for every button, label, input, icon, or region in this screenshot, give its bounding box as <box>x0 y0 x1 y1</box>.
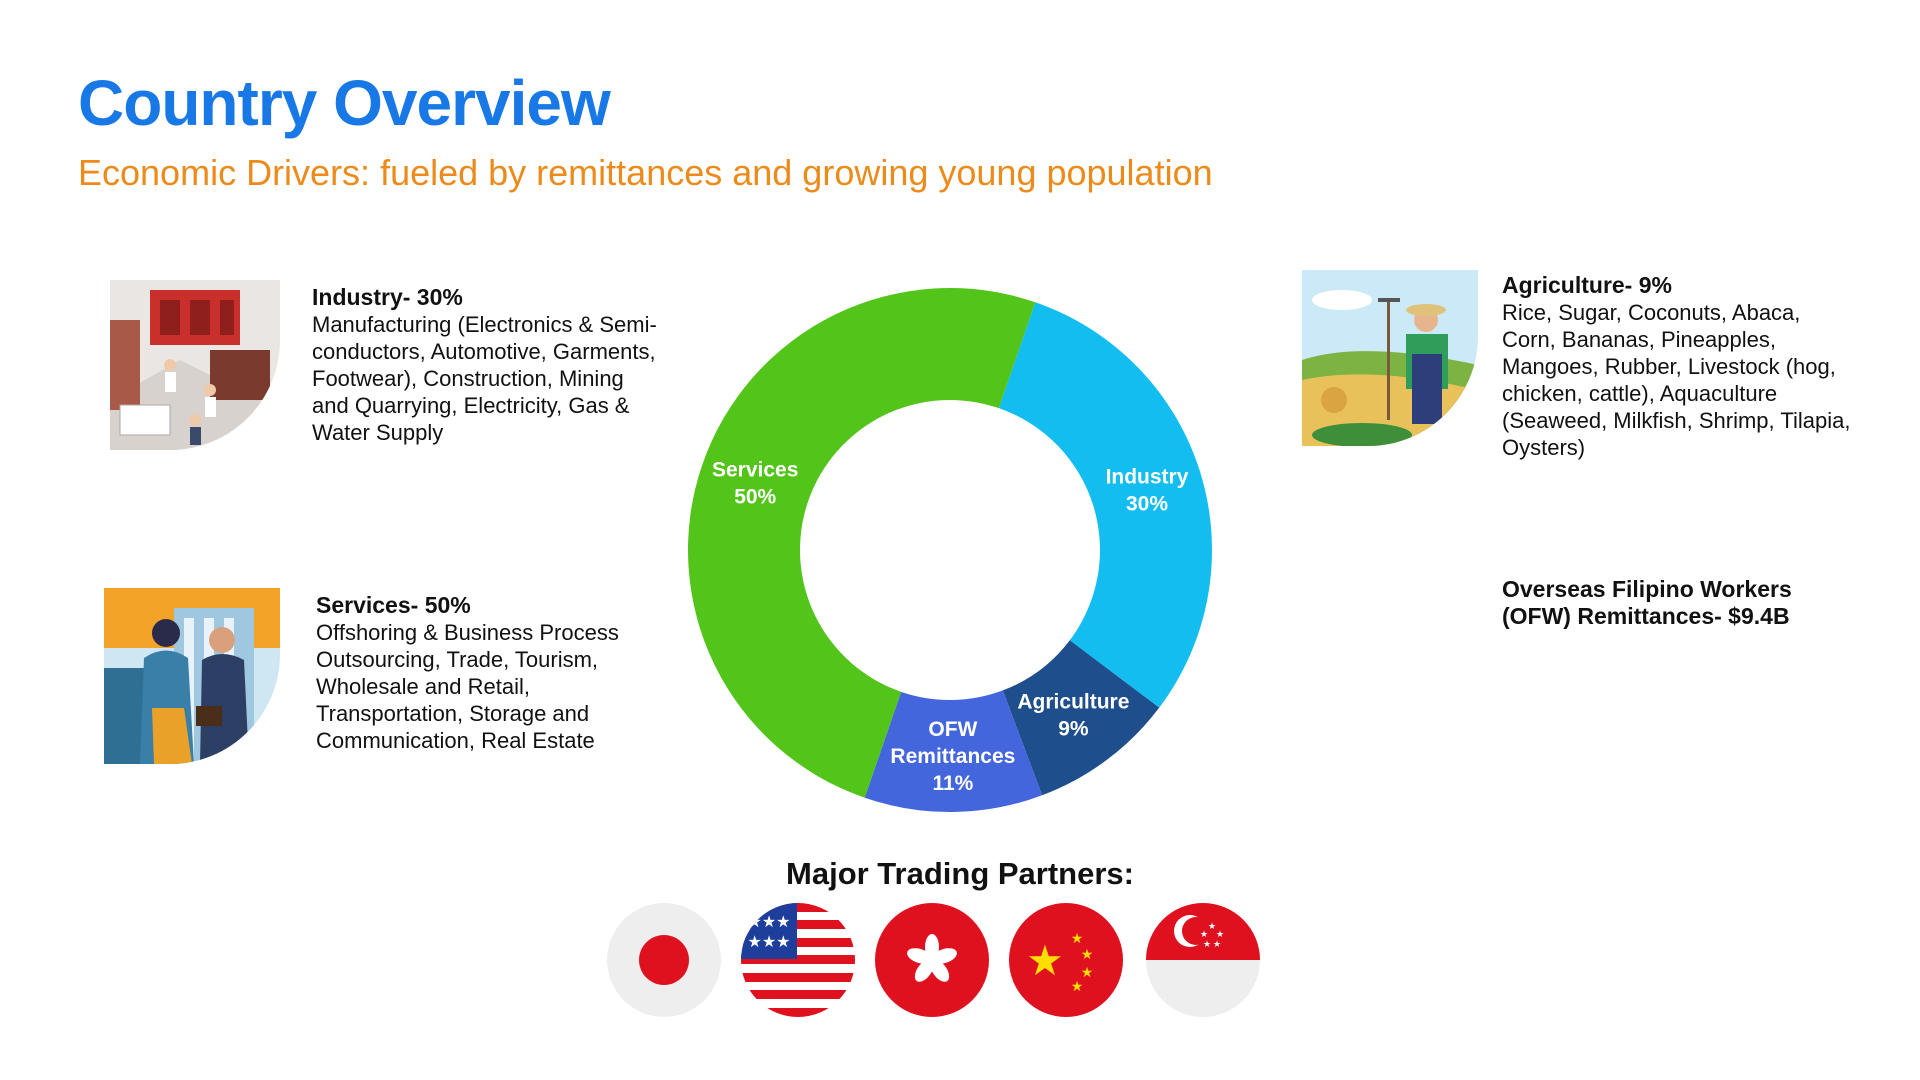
agriculture-heading: Agriculture- 9% <box>1502 272 1672 298</box>
industry-heading: Industry- 30% <box>312 284 463 310</box>
donut-slice-0 <box>998 302 1212 708</box>
industry-line: Water Supply <box>312 420 444 445</box>
gdp-composition-donut-chart: Industry 30% Agriculture 9%OFW Remittances 11… <box>687 287 1212 812</box>
agriculture-line: (Seaweed, Milkfish, Shrimp, Tilapia, <box>1502 408 1851 433</box>
services-line: Outsourcing, Trade, Tourism, <box>316 647 599 672</box>
industry-line: conductors, Automotive, Garments, <box>312 339 656 364</box>
farmer-illustration <box>1302 270 1478 446</box>
svg-text:★★★: ★★★ <box>747 912 790 931</box>
business-handshake-illustration <box>104 588 280 764</box>
services-heading: Services- 50% <box>316 592 471 618</box>
ofw-heading-line: (OFW) Remittances- $9.4B <box>1502 603 1790 629</box>
ofw-heading-line: Overseas Filipino Workers <box>1502 576 1792 602</box>
svg-text:★: ★ <box>1026 936 1064 985</box>
china-flag-icon: ★ ★ ★ ★ ★ <box>1009 903 1123 1017</box>
services-line: Communication, Real Estate <box>316 728 595 753</box>
ofw-description: Overseas Filipino Workers (OFW) Remittan… <box>1502 576 1792 630</box>
page-subtitle: Economic Drivers: fueled by remittances … <box>78 152 1213 193</box>
agriculture-line: chicken, cattle), Aquaculture <box>1502 381 1778 406</box>
donut-slice-label-0: Industry 30% <box>1106 465 1189 515</box>
services-line: Offshoring & Business Process <box>316 620 619 645</box>
svg-text:★: ★ <box>1216 930 1224 940</box>
services-description: Services- 50% Offshoring & Business Proc… <box>316 592 619 754</box>
industry-line: Footwear), Construction, Mining <box>312 366 624 391</box>
svg-text:★: ★ <box>1213 940 1221 950</box>
singapore-flag-icon: ★ ★ ★ ★ ★ <box>1146 903 1260 1017</box>
trading-partners-title: Major Trading Partners: <box>786 856 1134 891</box>
svg-text:★: ★ <box>1208 922 1216 932</box>
agriculture-line: Oysters) <box>1502 435 1586 460</box>
svg-text:★: ★ <box>1081 965 1094 981</box>
agriculture-line: Corn, Bananas, Pineapples, <box>1502 327 1776 352</box>
donut-slice-label-2: OFW Remittances 11% <box>890 718 1015 795</box>
svg-text:★: ★ <box>1200 930 1208 940</box>
donut-slice-2 <box>864 690 1043 812</box>
agriculture-description: Agriculture- 9% Rice, Sugar, Coconuts, A… <box>1502 272 1850 461</box>
industry-line: Manufacturing (Electronics & Semi- <box>312 312 657 337</box>
svg-text:★: ★ <box>1081 947 1094 963</box>
page-title: Country Overview <box>78 67 611 139</box>
japan-flag-icon <box>607 903 721 1017</box>
services-line: Wholesale and Retail, <box>316 674 531 699</box>
hong-kong-flag-icon <box>875 903 989 1017</box>
donut-slice-3 <box>687 287 1036 798</box>
donut-slice-label-1: Agriculture 9% <box>1017 690 1129 740</box>
services-line: Transportation, Storage and <box>316 701 590 726</box>
agriculture-line: Rice, Sugar, Coconuts, Abaca, <box>1502 300 1801 325</box>
usa-flag-icon: ★★★ ★★★ <box>741 903 855 1017</box>
donut-slice-label-3: Services 50% <box>712 458 798 508</box>
agriculture-line: Mangoes, Rubber, Livestock (hog, <box>1502 354 1836 379</box>
industry-description: Industry- 30% Manufacturing (Electronics… <box>312 284 657 446</box>
industry-line: and Quarrying, Electricity, Gas & <box>312 393 630 418</box>
svg-text:★★★: ★★★ <box>747 932 790 951</box>
svg-text:★: ★ <box>1071 979 1084 995</box>
svg-text:★: ★ <box>1071 931 1084 947</box>
svg-text:★: ★ <box>1203 940 1211 950</box>
factory-illustration <box>110 280 280 450</box>
donut-slice-1 <box>1002 640 1160 796</box>
